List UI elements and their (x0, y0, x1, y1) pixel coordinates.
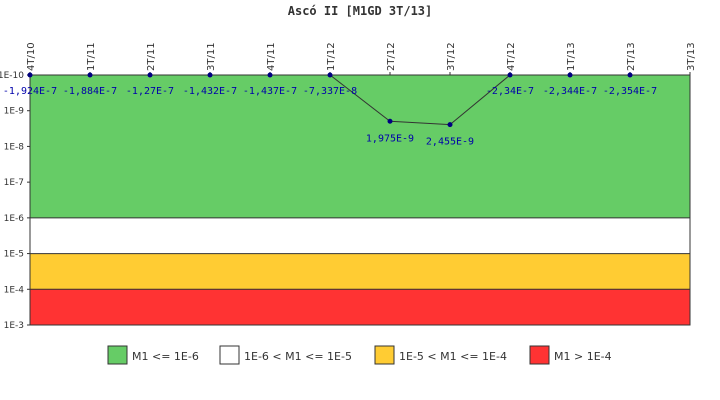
data-label: -1,432E-7 (183, 86, 237, 97)
data-point (27, 72, 33, 78)
band-0 (30, 75, 690, 218)
data-point (327, 72, 333, 78)
x-tick-label: 2T/13 (626, 42, 637, 71)
x-tick-label: 4T/10 (26, 42, 37, 71)
data-point (207, 72, 213, 78)
legend-label: 1E-6 < M1 <= 1E-5 (244, 350, 352, 363)
y-tick-label: 1E-8 (4, 142, 25, 152)
y-tick-label: 1E-10 (0, 71, 24, 81)
series: -1,924E-7 -1,884E-7 -1,27E-7 -1,432E-7 -1,43… (3, 72, 657, 148)
grid (29, 74, 691, 326)
y-tick-label: 1E-6 (4, 214, 25, 224)
data-label: -1,924E-7 (3, 86, 57, 97)
y-tick-label: 1E-4 (4, 285, 25, 295)
legend-swatch (529, 345, 550, 365)
data-point (387, 118, 393, 124)
data-label: -2,344E-7 (543, 86, 597, 97)
y-tick-label: 1E-5 (4, 250, 24, 260)
x-axis-ticks: 4T/10 1T/11 2T/11 3T/11 4T/11 1T/12 2T/12 3T/12… (26, 42, 697, 75)
data-label: 2,455E-9 (426, 137, 474, 148)
data-point (87, 72, 93, 78)
x-tick-label: 1T/12 (326, 42, 337, 71)
x-tick-label: 1T/13 (566, 42, 577, 71)
legend: M1 <= 1E-6 1E-6 < M1 <= 1E-5 1E-5 < M1 <= … (107, 345, 612, 365)
x-tick-label: 4T/12 (506, 42, 517, 71)
x-tick-label: 2T/11 (146, 42, 157, 71)
y-axis-ticks: 1E-10 1E-9 1E-8 1E-7 1E-6 1E-5 1E-4 1E-3 (0, 71, 30, 331)
data-label: -1,437E-7 (243, 86, 297, 97)
data-point (567, 72, 573, 78)
legend-swatch (107, 345, 128, 365)
legend-label: 1E-5 < M1 <= 1E-4 (399, 350, 507, 363)
data-label: -2,354E-7 (603, 86, 657, 97)
plot-frame (29, 74, 691, 326)
legend-swatch (374, 345, 395, 365)
data-point (627, 72, 633, 78)
data-point (447, 122, 453, 128)
risk-bands (30, 75, 690, 325)
x-tick-label: 2T/12 (386, 42, 397, 71)
legend-swatch (219, 345, 240, 365)
x-tick-label: 3T/12 (446, 42, 457, 71)
x-tick-label: 3T/13 (686, 42, 697, 71)
band-2 (30, 253, 690, 290)
data-label: -7,337E-8 (303, 86, 357, 97)
x-tick-label: 4T/11 (266, 42, 277, 71)
data-label: -1,27E-7 (126, 86, 174, 97)
band-1 (30, 217, 690, 254)
y-tick-label: 1E-3 (4, 321, 24, 331)
legend-label: M1 <= 1E-6 (132, 350, 199, 363)
y-tick-label: 1E-7 (4, 178, 24, 188)
x-tick-label: 3T/11 (206, 42, 217, 71)
chart-title: Ascó II [M1GD 3T/13] (288, 4, 433, 18)
data-point (507, 72, 513, 78)
x-tick-label: 1T/11 (86, 42, 97, 71)
y-tick-label: 1E-9 (4, 107, 25, 117)
data-label: 1,975E-9 (366, 133, 414, 144)
legend-label: M1 > 1E-4 (554, 350, 612, 363)
data-label: -1,884E-7 (63, 86, 117, 97)
data-point (267, 72, 273, 78)
data-label: -2,34E-7 (486, 86, 534, 97)
band-3 (30, 289, 690, 325)
data-point (147, 72, 153, 78)
